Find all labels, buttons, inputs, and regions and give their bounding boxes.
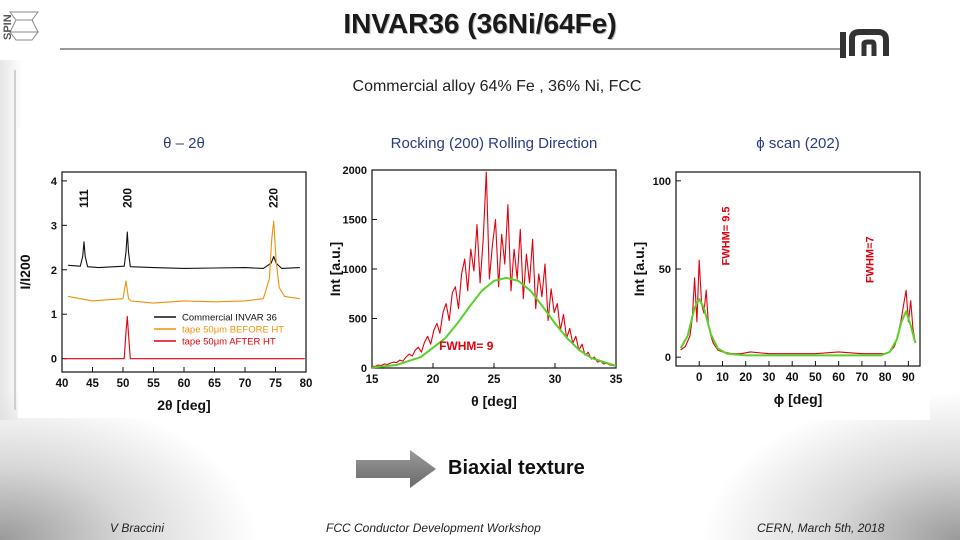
x-tick-label: 80 [300, 378, 313, 390]
series-line-orange [68, 220, 300, 304]
phi-scan-panel: ϕ scan (202) 0 10 20 30 40 50 60 70 80 90 0 50 100 ϕ [… [628, 128, 930, 420]
left-decor-strip [0, 60, 22, 420]
y-tick-label: 1500 [343, 215, 367, 227]
x-tick-label: 20 [427, 374, 440, 386]
x-tick-label: 40 [786, 372, 799, 384]
x-tick-label: 60 [832, 372, 845, 384]
x-axis-label: ϕ [deg] [774, 391, 823, 407]
x-tick-label: 15 [366, 374, 379, 386]
series-line-green [679, 298, 917, 357]
legend-label: tape 50μm AFTER HT [182, 337, 276, 348]
footer-location-date: CERN, March 5th, 2018 [757, 521, 885, 535]
x-tick-label: 20 [739, 372, 752, 384]
series-line-red [371, 171, 617, 368]
biaxial-texture-label: Biaxial texture [448, 457, 585, 479]
footer-author: V Braccini [110, 521, 165, 535]
peak-label: 220 [267, 188, 281, 208]
left-vertical-rule [14, 70, 16, 410]
y-tick-label: 4 [51, 176, 58, 188]
rocking-panel: Rocking (200) Rolling Direction 15 20 25 30 3… [318, 128, 630, 418]
fwhm-annotation: FWHM= 9 [439, 339, 494, 353]
x-tick-label: 45 [86, 378, 99, 390]
series-line-red [680, 259, 916, 355]
x-tick-label: 25 [488, 374, 501, 386]
chart-title: ϕ scan (202) [756, 135, 839, 152]
page-subtitle: Commercial alloy 64% Fe , 36% Ni, FCC [352, 78, 642, 95]
y-tick-label: 0 [665, 352, 671, 364]
page-title: INVAR36 (36Ni/64Fe) [343, 8, 617, 39]
x-tick-label: 70 [239, 378, 252, 390]
y-tick-label: 500 [349, 314, 367, 326]
x-tick-label: 10 [716, 372, 729, 384]
y-tick-label: 0 [51, 354, 57, 366]
fwhm-annotation: FWHM=7 [865, 236, 877, 283]
theta-2theta-chart: θ – 2θ 40 45 50 55 60 65 70 75 80 0 1 2 3 4 2θ [deg] I/I… [17, 135, 313, 413]
title-underline [60, 48, 840, 50]
x-axis-label: θ [deg] [471, 393, 517, 409]
x-tick-label: 30 [763, 372, 776, 384]
series-line-red [63, 315, 305, 360]
legend-label: tape 50μm BEFORE HT [182, 325, 284, 336]
x-tick-label: 35 [610, 374, 623, 386]
cnr-logo [840, 29, 889, 58]
y-tick-label: 2000 [343, 165, 367, 177]
peak-label: 111 [77, 189, 91, 208]
x-tick-label: 0 [696, 372, 702, 384]
plot-frame [371, 169, 617, 369]
chart-title: θ – 2θ [163, 135, 205, 152]
spin-logo [9, 11, 39, 41]
y-tick-label: 2 [51, 265, 57, 277]
series-line-black [68, 231, 300, 269]
x-axis-label: 2θ [deg] [157, 397, 210, 413]
y-tick-label: 100 [653, 176, 671, 188]
footer-event: FCC Conductor Development Workshop [326, 521, 541, 535]
x-tick-label: 90 [902, 372, 915, 384]
peak-label: 200 [120, 188, 134, 208]
x-tick-label: 75 [269, 378, 282, 390]
arrow-right-icon [356, 450, 436, 488]
y-tick-label: 50 [659, 264, 671, 276]
y-axis-label: Int [a.u.] [327, 242, 343, 296]
y-tick-label: 3 [51, 220, 57, 232]
chart-title: Rocking (200) Rolling Direction [391, 135, 598, 152]
y-tick-label: 0 [361, 363, 367, 375]
rocking-curve-chart: Rocking (200) Rolling Direction 15 20 25 30 3… [327, 135, 623, 409]
y-axis-label: Int [a.u.] [631, 242, 647, 296]
x-tick-label: 55 [147, 378, 160, 390]
x-tick-label: 50 [117, 378, 130, 390]
legend-label: Commercial INVAR 36 [182, 313, 277, 324]
fwhm-annotation: FWHM= 9.5 [720, 206, 732, 265]
phi-scan-chart: ϕ scan (202) 0 10 20 30 40 50 60 70 80 90 0 50 100 ϕ [… [631, 135, 921, 407]
x-tick-label: 60 [178, 378, 191, 390]
y-tick-label: 1000 [343, 264, 367, 276]
x-tick-label: 70 [856, 372, 869, 384]
x-tick-label: 30 [549, 374, 562, 386]
x-tick-label: 50 [809, 372, 822, 384]
series-line-green [371, 276, 617, 369]
y-tick-label: 1 [51, 309, 57, 321]
y-axis-label: I/I200 [18, 254, 33, 289]
x-tick-label: 65 [208, 378, 221, 390]
xrd-panel: θ – 2θ 40 45 50 55 60 65 70 75 80 0 1 2 3 4 2θ [deg] I/I… [17, 128, 318, 418]
x-tick-label: 80 [879, 372, 892, 384]
x-tick-label: 40 [56, 378, 69, 390]
